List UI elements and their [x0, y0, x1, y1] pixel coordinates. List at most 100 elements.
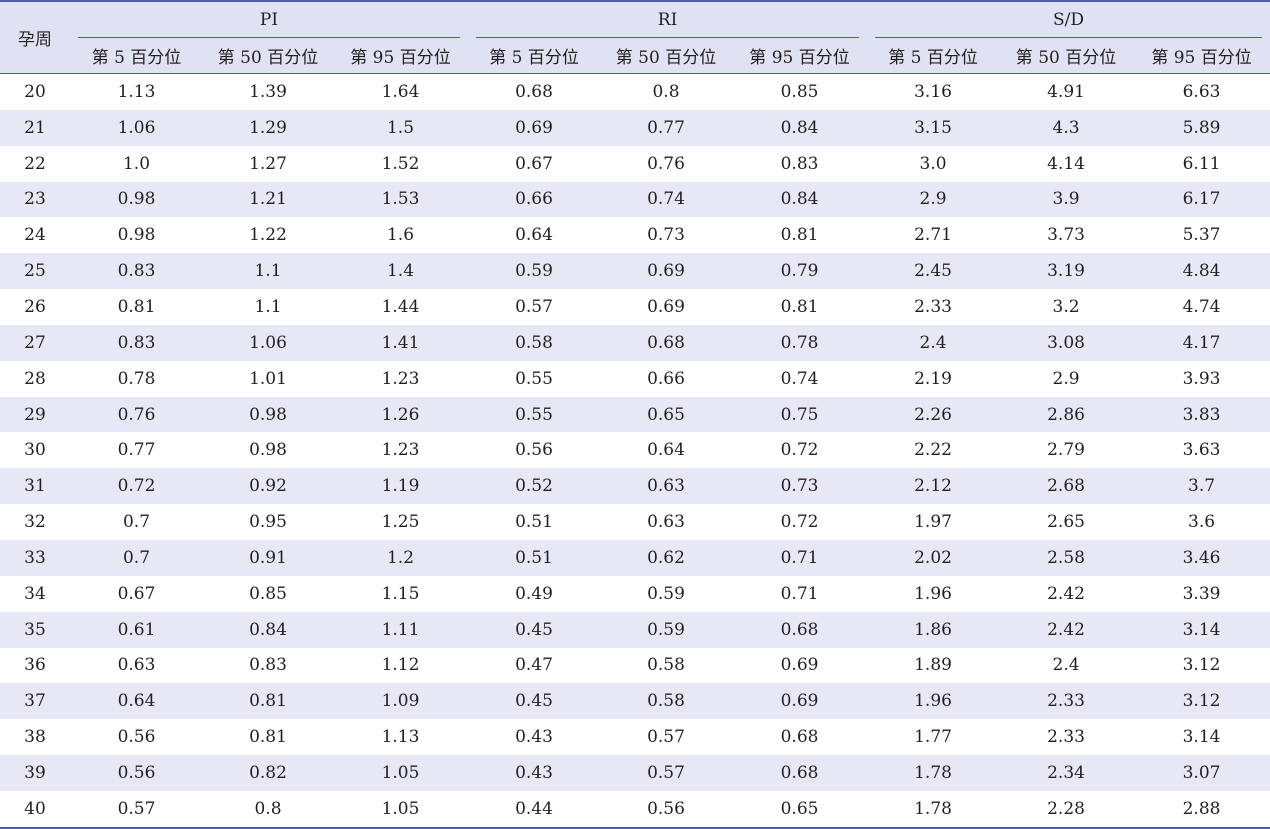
cell-gestational-week: 29	[24, 404, 46, 425]
group-header-ri: RI	[468, 1, 867, 38]
col-header-sd-p50: 第 50 百分位	[999, 38, 1134, 74]
cell-ri-p50: 0.65	[647, 404, 685, 425]
cell-gestational-week: 38	[24, 727, 46, 748]
table-row: 34 0.67 0.85 1.15 0.49 0.59 0.71 1.96 2.42 3.39	[0, 575, 1270, 612]
cell-gestational-week: 25	[24, 261, 46, 282]
cell-sd-p50: 2.58	[1047, 547, 1085, 568]
table-row: 29 0.76 0.98 1.26 0.55 0.65 0.75 2.26 2.86 3.83	[0, 396, 1270, 433]
cell-ri-p50: 0.68	[647, 332, 685, 353]
cell-gestational-week: 26	[24, 296, 46, 317]
cell-sd-p95: 3.46	[1182, 547, 1221, 568]
header-row-groups: 孕周 PI RI S/D	[0, 1, 1270, 74]
cell-ri-p50: 0.63	[647, 512, 685, 533]
cell-sd-p50: 4.14	[1047, 153, 1085, 174]
cell-pi-p95: 1.6	[386, 225, 415, 246]
cell-pi-p95: 1.25	[381, 512, 420, 533]
group-header-sd: S/D	[867, 1, 1270, 38]
cell-sd-p50: 2.65	[1047, 512, 1085, 533]
cell-pi-p5: 0.61	[117, 619, 156, 640]
cell-pi-p5: 1.13	[117, 81, 156, 102]
cell-ri-p5: 0.44	[468, 790, 601, 829]
table-row: 38 0.56 0.81 1.13 0.43 0.57 0.68 1.77 2.33 3.14	[0, 719, 1270, 756]
cell-pi-p5: 0.81	[117, 296, 156, 317]
cell-ri-p95: 0.68	[780, 762, 819, 783]
cell-pi-p5: 0.57	[70, 790, 203, 829]
cell-pi-p5: 0.56	[117, 727, 156, 748]
table-row: 31 0.72 0.92 1.19 0.52 0.63 0.73 2.12 2.68 3.7	[0, 468, 1270, 505]
cell-ri-p50: 0.59	[647, 583, 685, 604]
cell-ri-p50: 0.58	[647, 655, 685, 676]
cell-sd-p50: 2.42	[1047, 583, 1085, 604]
cell-sd-p95: 4.84	[1182, 261, 1221, 282]
table-row: 20 1.13 1.39 1.64 0.68 0.8 0.85 3.16 4.91 6.63	[0, 73, 1270, 110]
cell-sd-p5: 1.89	[914, 655, 952, 676]
cell-pi-p50: 1.06	[249, 332, 287, 353]
cell-sd-p5: 2.02	[914, 547, 952, 568]
cell-ri-p50: 0.74	[647, 189, 685, 210]
cell-pi-p5: 0.7	[122, 512, 151, 533]
cell-sd-p5: 3.0	[919, 153, 947, 174]
table-row: 24 0.98 1.22 1.6 0.64 0.73 0.81 2.71 3.73 5.37	[0, 217, 1270, 254]
cell-sd-p50: 2.79	[1047, 440, 1085, 461]
cell-ri-p5: 0.59	[515, 261, 553, 282]
table-row: 40 0.57 0.8 1.05 0.44 0.56 0.65 1.78 2.28 2.88	[0, 790, 1270, 829]
cell-ri-p50: 0.62	[647, 547, 685, 568]
cell-sd-p95: 6.17	[1182, 189, 1221, 210]
cell-ri-p5: 0.67	[515, 153, 553, 174]
cell-pi-p50: 1.29	[249, 117, 287, 138]
cell-pi-p50: 0.98	[249, 404, 287, 425]
cell-pi-p50: 0.84	[249, 619, 287, 640]
cell-gestational-week: 33	[24, 547, 46, 568]
table-row: 25 0.83 1.1 1.4 0.59 0.69 0.79 2.45 3.19 4.84	[0, 253, 1270, 290]
cell-ri-p50: 0.63	[647, 476, 685, 497]
cell-sd-p5: 2.26	[914, 404, 952, 425]
cell-ri-p95: 0.72	[780, 440, 819, 461]
cell-sd-p95: 3.14	[1182, 727, 1221, 748]
table-row: 36 0.63 0.83 1.12 0.47 0.58 0.69 1.89 2.4 3.12	[0, 647, 1270, 684]
cell-pi-p5: 0.67	[117, 583, 156, 604]
cell-pi-p5: 1.06	[117, 117, 156, 138]
cell-sd-p5: 3.15	[914, 117, 952, 138]
cell-pi-p95: 1.26	[381, 404, 420, 425]
cell-pi-p95: 1.15	[381, 583, 420, 604]
cell-ri-p95: 0.84	[780, 189, 819, 210]
cell-gestational-week: 21	[24, 117, 46, 138]
table-row: 39 0.56 0.82 1.05 0.43 0.57 0.68 1.78 2.34 3.07	[0, 755, 1270, 791]
cell-sd-p50: 3.73	[1047, 225, 1085, 246]
cell-sd-p95: 4.17	[1182, 332, 1221, 353]
cell-pi-p50: 0.81	[249, 691, 287, 712]
cell-ri-p95: 0.65	[732, 790, 868, 829]
table-row: 26 0.81 1.1 1.44 0.57 0.69 0.81 2.33 3.2 4.74	[0, 289, 1270, 325]
cell-sd-p5: 2.4	[919, 332, 947, 353]
table-row: 32 0.7 0.95 1.25 0.51 0.63 0.72 1.97 2.65 3.6	[0, 504, 1270, 540]
cell-ri-p95: 0.81	[780, 225, 819, 246]
cell-ri-p50: 0.69	[647, 296, 685, 317]
cell-sd-p95: 3.39	[1182, 583, 1221, 604]
cell-ri-p95: 0.71	[780, 547, 819, 568]
cell-pi-p5: 0.83	[117, 332, 156, 353]
table-header: 孕周 PI RI S/D 第 5 百分位 第 50 百分位 第 95 百分位 第…	[0, 1, 1270, 74]
cell-sd-p50: 4.91	[1047, 81, 1085, 102]
cell-ri-p95: 0.72	[780, 512, 819, 533]
cell-sd-p95: 3.07	[1182, 762, 1221, 783]
cell-pi-p50: 0.92	[249, 476, 287, 497]
cell-ri-p5: 0.51	[515, 512, 553, 533]
cell-pi-p50: 0.98	[249, 440, 287, 461]
cell-ri-p5: 0.51	[515, 547, 553, 568]
table-row: 22 1.0 1.27 1.52 0.67 0.76 0.83 3.0 4.14 6.11	[0, 145, 1270, 182]
cell-sd-p95: 3.83	[1182, 404, 1221, 425]
cell-sd-p95: 6.63	[1182, 81, 1221, 102]
col-header-pi-p95: 第 95 百分位	[333, 38, 469, 74]
cell-sd-p5: 1.96	[914, 583, 952, 604]
cell-pi-p95: 1.23	[381, 368, 420, 389]
cell-sd-p50: 2.34	[1047, 762, 1085, 783]
cell-sd-p5: 1.86	[914, 619, 952, 640]
table-row: 30 0.77 0.98 1.23 0.56 0.64 0.72 2.22 2.79 3.63	[0, 432, 1270, 469]
cell-ri-p5: 0.68	[515, 81, 553, 102]
cell-gestational-week: 32	[24, 512, 46, 533]
cell-ri-p95: 0.78	[780, 332, 819, 353]
cell-ri-p5: 0.43	[515, 762, 553, 783]
cell-sd-p95: 3.14	[1182, 619, 1221, 640]
cell-sd-p5: 1.96	[914, 691, 952, 712]
